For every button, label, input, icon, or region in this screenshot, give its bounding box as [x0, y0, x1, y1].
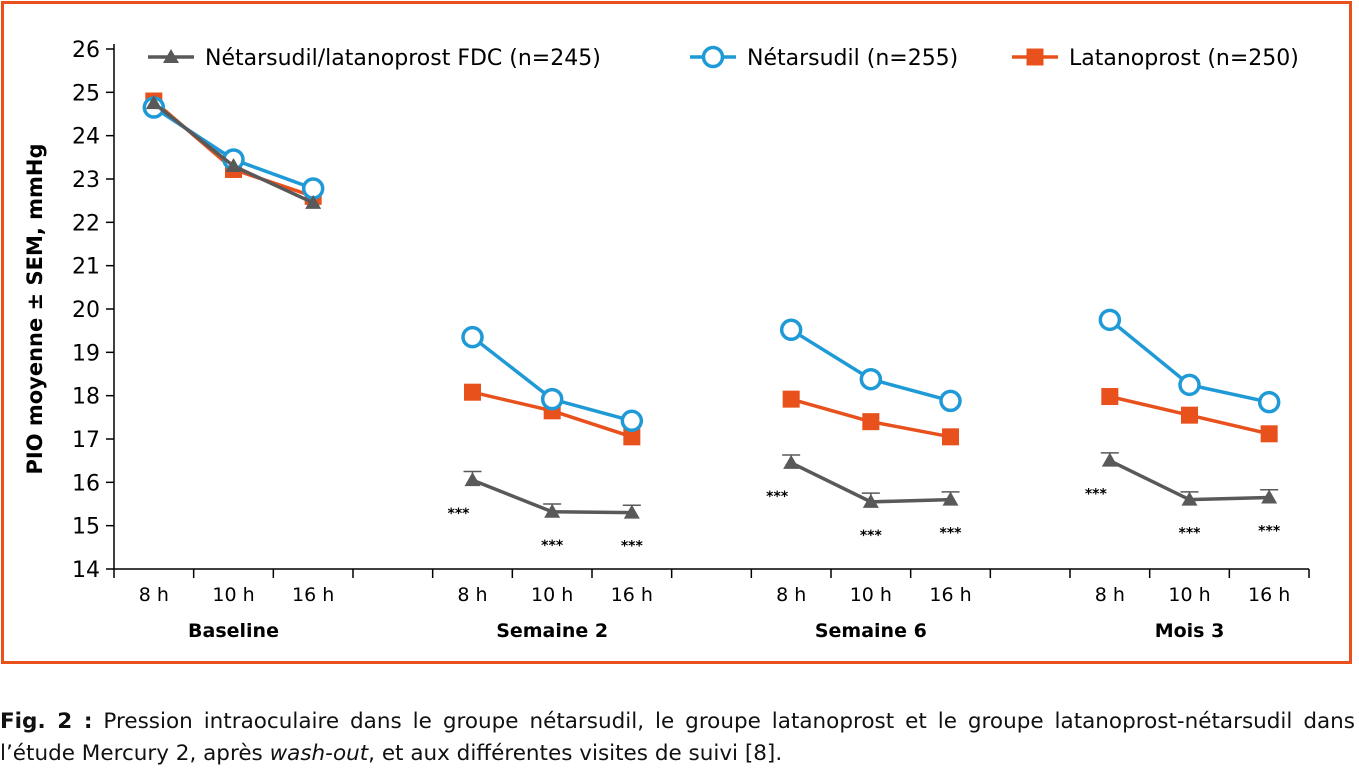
significance-label: *** [448, 506, 471, 522]
y-tick-label: 24 [72, 125, 100, 150]
x-tick-label: 10 h [1168, 584, 1210, 606]
data-point [942, 491, 959, 506]
data-point [1098, 308, 1122, 332]
data-point [1181, 491, 1198, 506]
data-point [1178, 373, 1201, 397]
y-axis-label: PIO moyenne ± SEM, mmHg [23, 144, 47, 475]
y-tick-label: 25 [72, 81, 100, 106]
data-point [623, 504, 640, 519]
data-point [620, 409, 644, 433]
y-tick-label: 17 [72, 428, 100, 453]
y-tick-label: 26 [72, 38, 100, 63]
x-tick-label: 16 h [1248, 584, 1290, 606]
x-group-label: Semaine 2 [496, 620, 608, 642]
x-tick-label: 10 h [850, 584, 892, 606]
caption-label: Fig. 2 : [0, 709, 93, 734]
significance-label: *** [621, 539, 644, 555]
figure-frame [1, 1, 1352, 664]
data-point [1261, 489, 1278, 504]
data-point [859, 367, 883, 391]
x-tick-label: 8 h [1095, 584, 1125, 606]
figure-caption: Fig. 2 : Pression intraoculaire dans le … [0, 706, 1355, 770]
caption-italic: wash-out [269, 741, 369, 766]
legend-label: Nétarsudil/latanoprost FDC (n=245) [205, 46, 601, 71]
y-tick-label: 22 [72, 211, 100, 236]
significance-label: *** [860, 528, 883, 544]
legend-marker [1026, 48, 1044, 66]
y-tick-label: 21 [72, 255, 100, 280]
caption-text-after: , et aux différentes visites de suivi [8… [368, 741, 783, 766]
data-point [145, 95, 162, 110]
data-point [1101, 452, 1118, 467]
data-point [225, 158, 242, 172]
x-group-label: Semaine 6 [815, 620, 927, 642]
data-point [540, 387, 564, 411]
data-point [783, 454, 800, 469]
data-point [782, 390, 800, 408]
y-tick-label: 18 [72, 385, 100, 410]
x-tick-label: 10 h [531, 584, 573, 606]
significance-label: *** [541, 538, 564, 554]
data-point [461, 325, 484, 349]
data-point [942, 428, 959, 446]
x-tick-label: 10 h [212, 584, 254, 606]
line-chart: 14 15 16 17 18 19 20 21 22 23 24 25 26 8 h 10 h 16 h Bas… [23, 38, 1310, 642]
x-tick-label: 16 h [292, 584, 334, 606]
x-tick-label: 16 h [611, 584, 653, 606]
x-group-label: Baseline [188, 620, 279, 642]
significance-label: *** [766, 489, 789, 505]
data-point [1260, 425, 1278, 443]
significance-label: *** [940, 526, 963, 542]
legend-marker [701, 45, 725, 69]
data-point [1101, 388, 1119, 406]
data-point [464, 383, 481, 401]
data-point [779, 318, 803, 342]
data-point [862, 413, 880, 431]
legend-marker [163, 49, 179, 63]
significance-label: *** [1258, 524, 1281, 540]
data-point [862, 493, 879, 508]
x-tick-label: 8 h [139, 584, 169, 606]
x-tick-label: 16 h [929, 584, 971, 606]
significance-label: *** [1085, 487, 1108, 503]
y-tick-label: 14 [72, 558, 100, 583]
legend-label: Latanoprost (n=250) [1069, 46, 1299, 71]
x-tick-label: 8 h [776, 584, 806, 606]
y-tick-label: 19 [72, 341, 100, 366]
y-tick-label: 20 [72, 298, 100, 323]
x-group-label: Mois 3 [1155, 620, 1225, 642]
y-tick-label: 23 [72, 168, 100, 193]
data-point [305, 194, 322, 209]
x-tick-label: 8 h [457, 584, 487, 606]
data-point [939, 389, 962, 413]
data-point [1257, 390, 1281, 414]
data-point [544, 503, 561, 518]
data-point [1181, 406, 1198, 424]
legend-label: Nétarsudil (n=255) [747, 46, 958, 71]
significance-label: *** [1179, 526, 1202, 542]
y-tick-label: 16 [72, 471, 100, 496]
data-point [464, 472, 481, 487]
y-tick-label: 15 [72, 515, 100, 540]
caption-text-before: Pression intraoculaire dans le groupe né… [0, 709, 1355, 766]
data-point [623, 428, 641, 446]
